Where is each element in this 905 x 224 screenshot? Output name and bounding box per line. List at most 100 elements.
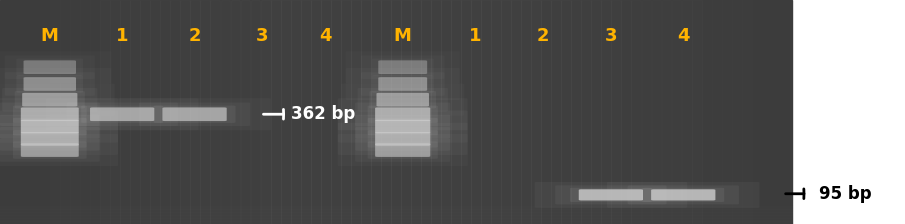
Bar xyxy=(0,0,792,224)
Bar xyxy=(401,0,411,224)
Bar xyxy=(591,0,601,224)
Bar xyxy=(691,0,701,224)
Bar xyxy=(40,0,50,224)
Bar xyxy=(642,0,652,224)
Bar xyxy=(0,0,10,224)
Bar xyxy=(261,0,271,224)
FancyBboxPatch shape xyxy=(643,188,724,202)
Bar xyxy=(231,0,241,224)
Bar xyxy=(561,0,571,224)
Text: 362 bp: 362 bp xyxy=(291,105,356,123)
FancyBboxPatch shape xyxy=(22,93,77,106)
FancyBboxPatch shape xyxy=(90,107,154,121)
Bar xyxy=(662,0,672,224)
FancyBboxPatch shape xyxy=(375,143,431,157)
Bar xyxy=(281,0,291,224)
Bar xyxy=(632,0,642,224)
Bar xyxy=(0,177,792,180)
Bar xyxy=(672,0,681,224)
FancyBboxPatch shape xyxy=(355,103,450,126)
FancyBboxPatch shape xyxy=(14,91,85,108)
FancyBboxPatch shape xyxy=(163,107,226,121)
Bar xyxy=(472,0,481,224)
Text: 3: 3 xyxy=(605,27,617,45)
Text: 2: 2 xyxy=(188,27,201,45)
Bar xyxy=(20,0,30,224)
FancyBboxPatch shape xyxy=(375,120,431,134)
Bar xyxy=(0,207,792,209)
Bar xyxy=(211,0,221,224)
Bar xyxy=(0,198,792,200)
Bar xyxy=(310,0,320,224)
Bar xyxy=(481,0,491,224)
FancyBboxPatch shape xyxy=(367,141,438,159)
Bar xyxy=(391,0,401,224)
Bar xyxy=(681,0,691,224)
Bar xyxy=(351,0,361,224)
FancyBboxPatch shape xyxy=(367,130,438,148)
FancyBboxPatch shape xyxy=(21,132,79,146)
Bar xyxy=(90,0,100,224)
Bar xyxy=(0,209,792,212)
Bar xyxy=(732,0,741,224)
Bar xyxy=(0,183,792,186)
FancyBboxPatch shape xyxy=(570,188,652,202)
Bar xyxy=(772,0,782,224)
Text: 1: 1 xyxy=(469,27,481,45)
Bar xyxy=(431,0,441,224)
Bar xyxy=(0,189,792,192)
Bar xyxy=(60,0,70,224)
Bar xyxy=(752,0,762,224)
Bar xyxy=(461,0,471,224)
Bar xyxy=(0,165,792,168)
Bar xyxy=(541,0,551,224)
Bar xyxy=(160,0,170,224)
Bar xyxy=(170,0,180,224)
FancyBboxPatch shape xyxy=(13,141,87,159)
FancyBboxPatch shape xyxy=(13,130,87,148)
Bar xyxy=(792,0,802,224)
Bar xyxy=(291,0,300,224)
Bar xyxy=(271,0,281,224)
Bar xyxy=(551,0,561,224)
Bar xyxy=(0,204,792,206)
FancyBboxPatch shape xyxy=(556,185,666,205)
FancyBboxPatch shape xyxy=(13,118,87,135)
FancyBboxPatch shape xyxy=(24,77,76,91)
FancyBboxPatch shape xyxy=(24,60,76,74)
Bar xyxy=(201,0,210,224)
FancyBboxPatch shape xyxy=(378,77,427,91)
Text: 3: 3 xyxy=(256,27,269,45)
Bar xyxy=(612,0,622,224)
Bar xyxy=(711,0,721,224)
Bar xyxy=(501,0,511,224)
FancyBboxPatch shape xyxy=(21,107,79,121)
Text: 4: 4 xyxy=(677,27,690,45)
Bar xyxy=(521,0,531,224)
Bar xyxy=(0,200,792,203)
FancyBboxPatch shape xyxy=(375,132,431,146)
Text: M: M xyxy=(41,27,59,45)
Text: 2: 2 xyxy=(537,27,549,45)
FancyBboxPatch shape xyxy=(355,115,450,138)
Bar xyxy=(221,0,231,224)
FancyBboxPatch shape xyxy=(376,93,429,106)
Bar xyxy=(571,0,581,224)
Text: M: M xyxy=(394,27,412,45)
Bar xyxy=(491,0,501,224)
FancyBboxPatch shape xyxy=(21,143,79,157)
FancyBboxPatch shape xyxy=(372,75,433,93)
FancyBboxPatch shape xyxy=(13,106,87,123)
Bar xyxy=(30,0,40,224)
FancyBboxPatch shape xyxy=(0,115,100,138)
FancyBboxPatch shape xyxy=(367,106,438,123)
Bar xyxy=(0,168,792,171)
Bar xyxy=(120,0,130,224)
Bar xyxy=(782,0,792,224)
FancyBboxPatch shape xyxy=(579,189,643,200)
Bar xyxy=(320,0,330,224)
FancyBboxPatch shape xyxy=(81,106,163,123)
FancyBboxPatch shape xyxy=(375,107,431,121)
FancyBboxPatch shape xyxy=(378,60,427,74)
Bar xyxy=(341,0,351,224)
